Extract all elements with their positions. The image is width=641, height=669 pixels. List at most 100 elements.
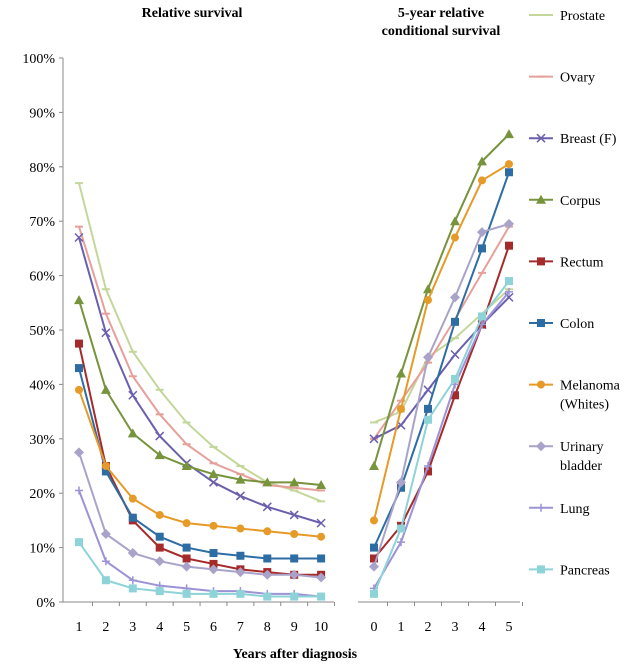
point-relative-pancreas xyxy=(317,592,326,601)
point-relative-melanoma-whites xyxy=(75,385,83,394)
point-relative-colon xyxy=(290,554,299,563)
line-conditional-corpus xyxy=(373,133,510,467)
x-tick-label-left: 6 xyxy=(210,620,217,635)
x-tick-label-right: 4 xyxy=(479,620,486,635)
point-conditional-corpus xyxy=(423,284,433,294)
x-tick-label-left: 2 xyxy=(102,620,109,635)
legend-item-melanoma-whites: Melanoma (Whites) xyxy=(529,379,621,413)
legend-label-rectum: Rectum xyxy=(560,255,604,270)
point-conditional-lung xyxy=(505,287,513,296)
line-relative-lung xyxy=(78,490,322,598)
legend-marker-melanoma-whites xyxy=(537,380,545,389)
legend-item-urinary-bladder: Urinary bladder xyxy=(529,440,604,474)
legend-item-ovary: Ovary xyxy=(529,71,595,86)
point-conditional-pancreas xyxy=(451,374,459,383)
point-relative-rectum xyxy=(155,543,164,552)
point-relative-breast-f xyxy=(316,518,326,528)
point-conditional-pancreas xyxy=(424,415,432,424)
point-conditional-corpus xyxy=(396,368,406,378)
point-conditional-urinary-bladder xyxy=(423,352,433,363)
point-relative-breast-f xyxy=(289,510,299,520)
line-relative-melanoma-whites xyxy=(78,389,322,538)
legend-marker-colon xyxy=(537,319,545,327)
x-tick-label-left: 5 xyxy=(183,620,190,635)
point-conditional-breast-f xyxy=(369,434,379,444)
legend-label-ovary: Ovary xyxy=(560,71,595,86)
line-conditional-melanoma-whites xyxy=(373,163,510,521)
point-conditional-melanoma-whites xyxy=(478,176,486,185)
point-conditional-colon xyxy=(370,543,378,552)
point-conditional-urinary-bladder xyxy=(504,218,514,229)
point-conditional-breast-f xyxy=(450,349,460,360)
point-conditional-pancreas xyxy=(505,277,513,286)
point-relative-melanoma-whites xyxy=(101,462,110,470)
point-relative-melanoma-whites xyxy=(128,494,137,503)
point-conditional-corpus xyxy=(450,216,460,226)
point-relative-corpus xyxy=(235,474,246,484)
point-relative-pancreas xyxy=(155,587,164,596)
point-relative-colon xyxy=(236,551,245,560)
point-relative-urinary-bladder xyxy=(316,572,327,583)
point-relative-breast-f xyxy=(262,502,272,512)
point-relative-pancreas xyxy=(290,592,299,601)
point-relative-corpus xyxy=(208,469,219,479)
series-lung xyxy=(75,287,513,601)
point-relative-corpus xyxy=(100,384,111,394)
point-conditional-pancreas xyxy=(478,312,486,321)
legend-marker-lung xyxy=(537,503,545,512)
x-tick-label-left: 1 xyxy=(76,620,83,635)
line-conditional-urinary-bladder xyxy=(373,222,510,567)
point-relative-corpus xyxy=(127,428,138,438)
legend-marker-breast-f xyxy=(536,133,546,143)
y-tick-label: 70% xyxy=(29,215,55,230)
x-tick-label-right: 5 xyxy=(506,620,513,635)
legend-marker-corpus xyxy=(536,194,546,204)
point-conditional-rectum xyxy=(451,391,459,400)
point-relative-corpus xyxy=(289,477,300,487)
legend-marker-rectum xyxy=(537,257,545,266)
legend-label-urinary-bladder: bladder xyxy=(560,459,602,474)
point-relative-pancreas xyxy=(209,589,218,598)
point-conditional-urinary-bladder xyxy=(450,292,460,303)
point-relative-corpus xyxy=(262,477,273,487)
point-relative-corpus xyxy=(316,480,327,490)
point-relative-corpus xyxy=(154,450,165,460)
line-relative-breast-f xyxy=(78,237,322,525)
point-relative-breast-f xyxy=(101,328,111,338)
x-tick-label-right: 3 xyxy=(452,620,459,635)
point-relative-urinary-bladder xyxy=(208,564,219,575)
panel-titles: Relative survival 5-year relative conditio… xyxy=(142,6,501,39)
series-urinary-bladder xyxy=(74,218,514,583)
x-tick-label-left: 7 xyxy=(237,620,244,635)
point-relative-corpus xyxy=(181,461,192,470)
legend-item-breast-f: Breast (F) xyxy=(529,132,617,147)
legend-label-pancreas: Pancreas xyxy=(560,563,610,578)
legend-label-lung: Lung xyxy=(560,502,590,517)
point-relative-melanoma-whites xyxy=(290,530,299,538)
point-conditional-melanoma-whites xyxy=(451,233,459,242)
point-conditional-colon xyxy=(478,244,486,253)
line-relative-pancreas xyxy=(78,541,322,598)
point-relative-melanoma-whites xyxy=(182,519,191,528)
line-conditional-pancreas xyxy=(373,280,510,595)
point-relative-melanoma-whites xyxy=(209,521,218,530)
point-conditional-urinary-bladder xyxy=(396,477,406,488)
point-conditional-pancreas xyxy=(397,524,405,533)
line-relative-corpus xyxy=(78,299,322,487)
point-relative-pancreas xyxy=(236,589,245,598)
point-relative-melanoma-whites xyxy=(155,510,164,519)
y-tick-label: 0% xyxy=(36,596,55,611)
series-melanoma-whites xyxy=(75,160,513,541)
point-relative-corpus xyxy=(74,295,84,305)
point-conditional-melanoma-whites xyxy=(370,516,378,525)
legend-marker-pancreas xyxy=(537,565,545,574)
line-relative-urinary-bladder xyxy=(78,452,322,579)
point-relative-urinary-bladder xyxy=(127,548,138,559)
point-relative-urinary-bladder xyxy=(154,556,165,567)
point-relative-pancreas xyxy=(263,592,272,601)
point-relative-urinary-bladder xyxy=(74,447,84,458)
x-tick-label-left: 3 xyxy=(129,620,136,635)
point-relative-urinary-bladder xyxy=(100,529,111,539)
point-relative-pancreas xyxy=(101,576,110,585)
y-tick-label: 60% xyxy=(29,270,55,285)
